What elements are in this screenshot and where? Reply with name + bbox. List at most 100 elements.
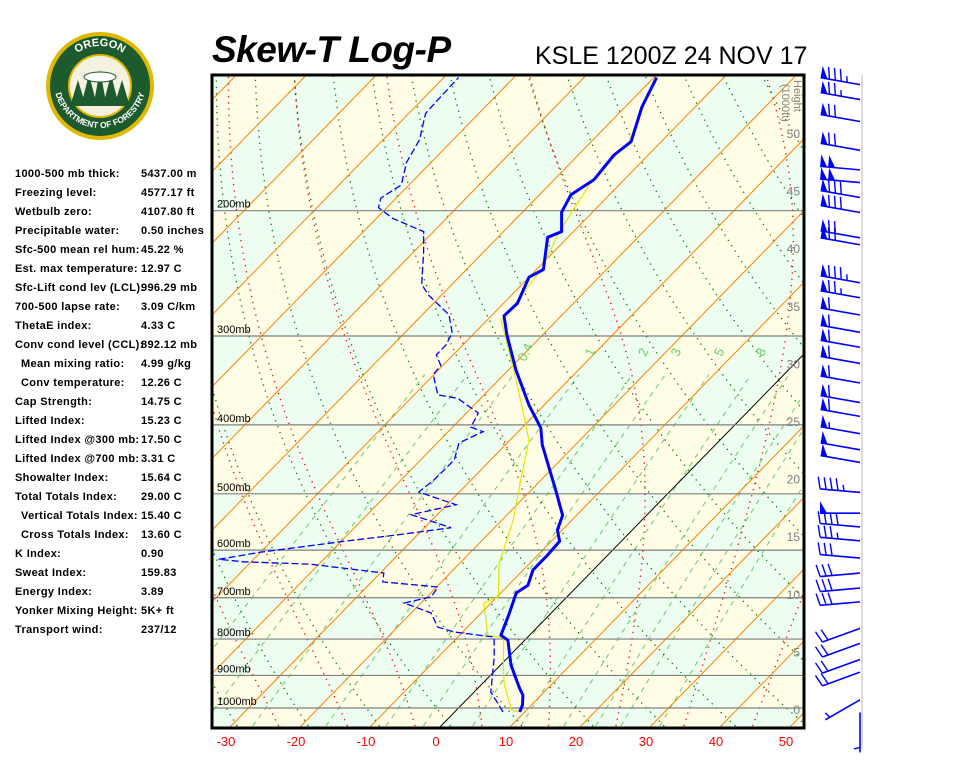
background-band — [350, 639, 456, 676]
height-axis-title: Height — [791, 80, 803, 112]
wind-barb-full — [839, 196, 842, 210]
index-value: 14.75 C — [141, 396, 182, 408]
index-label: Cap Strength: — [15, 396, 93, 408]
wind-barb-staff — [822, 627, 861, 643]
wind-barb-full — [827, 365, 831, 378]
background-band — [840, 639, 946, 675]
index-label: Est. max temperature: — [15, 263, 138, 275]
height-tick-label: 35 — [787, 300, 801, 314]
wind-barb-pennant — [820, 102, 828, 116]
wind-barb-staff — [820, 142, 861, 152]
wind-barb — [814, 642, 861, 658]
wind-barb — [820, 278, 861, 299]
wind-barb-full — [833, 82, 837, 96]
dry-adiabat — [566, 75, 804, 475]
dry-adiabat — [293, 75, 594, 727]
index-label: Sfc-500 mean rel hum: — [15, 244, 140, 256]
isotherm — [718, 640, 804, 728]
index-label: Total Totals Index: — [15, 491, 118, 503]
background-band — [331, 210, 524, 336]
height-tick-label: 50 — [787, 127, 801, 141]
background-band — [401, 210, 594, 336]
wind-barb-pennant — [820, 414, 828, 428]
wind-barb — [817, 476, 861, 494]
wind-barb-staff — [820, 230, 861, 239]
background-band — [439, 708, 529, 728]
wind-barb-full — [827, 103, 831, 117]
wind-barb-full — [827, 563, 833, 576]
index-value: 5437.00 m — [141, 168, 197, 180]
dry-adiabat — [605, 75, 804, 413]
index-value: 15.64 C — [141, 472, 182, 484]
background-band — [248, 675, 351, 708]
wind-barb — [820, 383, 861, 404]
background-band — [388, 675, 491, 708]
wind-barb-pennant — [828, 155, 836, 168]
x-tick-label: 40 — [709, 734, 723, 749]
background-band — [385, 597, 497, 639]
background-band — [667, 424, 804, 494]
background-band — [735, 597, 804, 639]
dry-adiabat — [908, 0, 960, 726]
pressure-label: 500mb — [217, 482, 251, 494]
background-band — [496, 550, 613, 598]
background-band — [776, 569, 804, 598]
index-value: 3.31 C — [141, 453, 176, 465]
dry-adiabat — [449, 75, 804, 662]
wind-barb-pennant — [820, 296, 828, 310]
wind-barb-staff — [820, 488, 861, 494]
station-time: KSLE 1200Z 24 NOV 17 — [535, 42, 808, 70]
index-label: Vertical Totals Index: — [21, 510, 138, 522]
dry-adiabat — [410, 75, 804, 725]
index-value: 159.83 — [141, 567, 177, 579]
wind-barb-staff — [820, 204, 861, 214]
moist-adiabat — [212, 402, 349, 727]
background-band — [216, 550, 333, 598]
wind-barb-full — [835, 512, 839, 526]
index-label: Wetbulb zero: — [15, 206, 93, 218]
dewpoint-line — [218, 77, 504, 713]
wind-barb-staff — [820, 339, 861, 349]
wind-barb-full — [833, 281, 837, 294]
wind-barb-half — [836, 532, 839, 540]
wind-barb-half — [853, 746, 861, 750]
background-band — [318, 675, 421, 708]
mixing-ratio-line — [252, 374, 514, 727]
background-band — [509, 708, 599, 728]
wind-barb-full — [827, 329, 831, 342]
dry-adiabat — [944, 0, 960, 726]
page-title: Skew-T Log-P — [212, 29, 451, 70]
wind-barb-full — [827, 592, 833, 605]
x-tick-label: 20 — [569, 734, 583, 749]
wind-barb-full — [823, 511, 827, 525]
wind-barb-full — [827, 226, 831, 240]
wind-barb — [820, 178, 861, 199]
background-band — [566, 550, 683, 598]
background-band — [212, 597, 287, 639]
background-band — [874, 0, 960, 211]
dry-adiabat — [371, 75, 736, 727]
dry-adiabat — [212, 384, 381, 727]
wind-barb — [820, 193, 861, 214]
background-band — [612, 493, 738, 551]
background-band — [245, 597, 357, 639]
wind-barb-full — [815, 564, 821, 577]
background-band — [916, 550, 960, 598]
dry-adiabat — [488, 75, 804, 600]
background-band — [945, 336, 960, 425]
x-tick-label: 0 — [432, 734, 439, 749]
background-band — [527, 424, 665, 494]
wind-barb-full — [827, 398, 831, 412]
background-band — [212, 424, 315, 494]
wind-barb-staff — [820, 572, 861, 578]
background-band — [893, 494, 960, 550]
height-tick-label: 45 — [787, 185, 801, 199]
wind-barb-staff — [820, 522, 861, 528]
index-label: Cross Totals Index: — [21, 529, 129, 541]
background-band — [948, 425, 960, 494]
background-band — [10, 708, 109, 738]
background-band — [490, 639, 596, 676]
yellow-trace-line — [483, 79, 655, 713]
background-band — [663, 75, 804, 211]
background-band — [878, 425, 960, 494]
